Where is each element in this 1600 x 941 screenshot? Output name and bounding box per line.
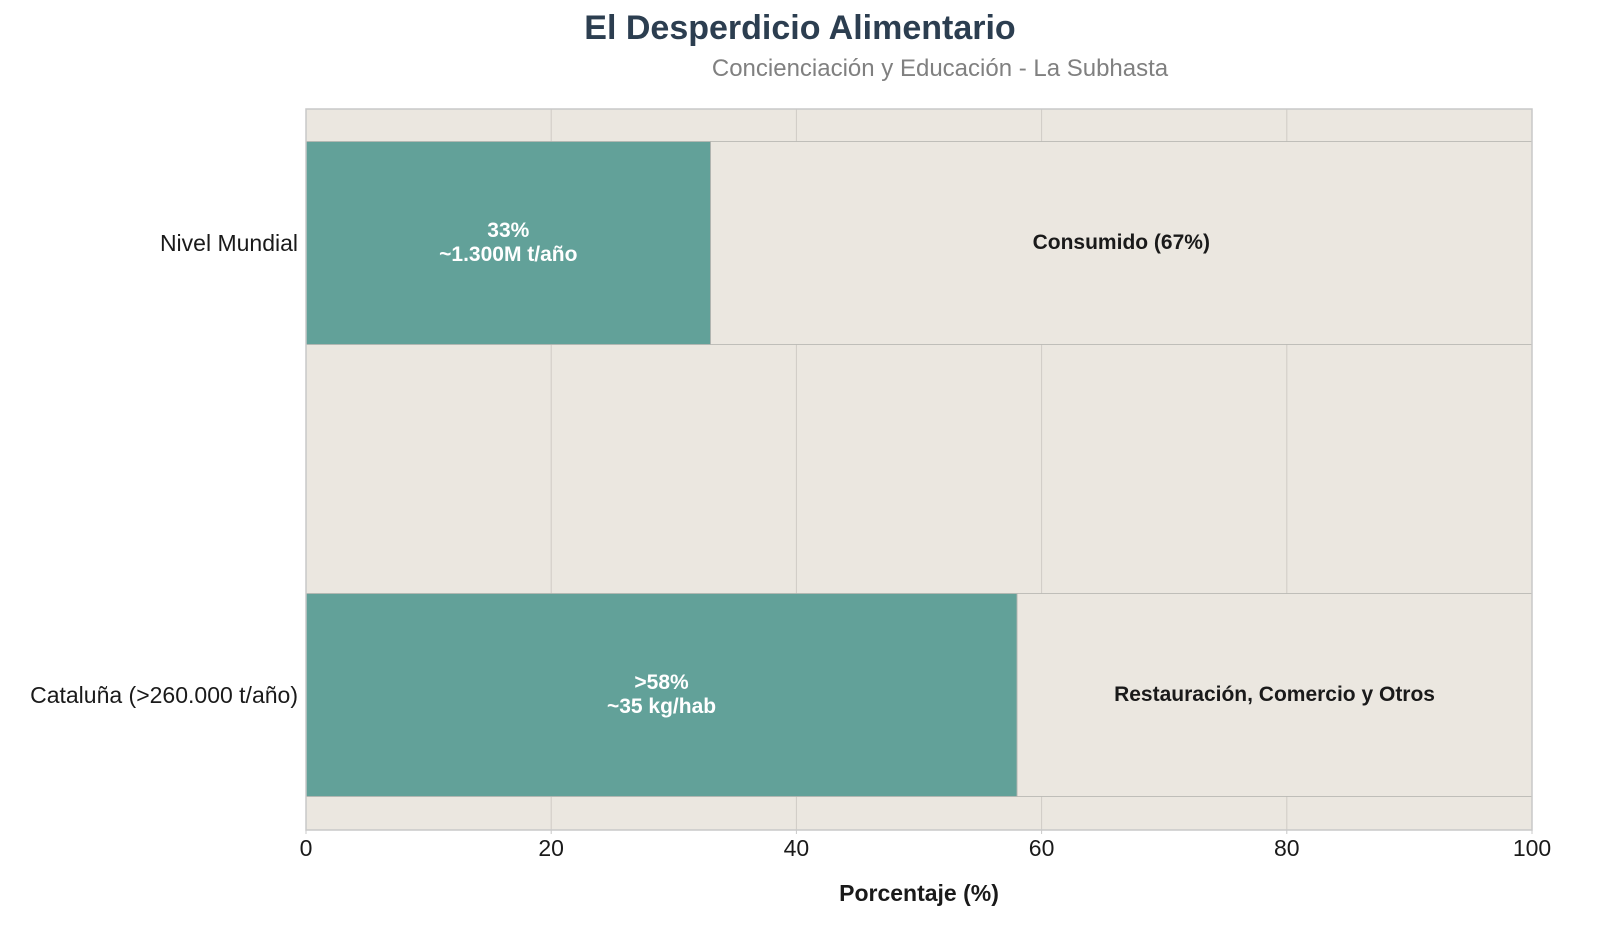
bar-label-amount: ~35 kg/hab [607, 695, 716, 718]
bar-wasted-0 [305, 141, 711, 345]
x-tick-label: 40 [784, 835, 810, 861]
bar-label-amount: ~1.300M t/año [439, 243, 577, 266]
y-tick-label: Nivel Mundial [160, 230, 298, 256]
x-tick-label: 80 [1274, 835, 1300, 861]
y-tick-label: Cataluña (>260.000 t/año) [30, 682, 298, 708]
chart-title: El Desperdicio Alimentario [584, 9, 1016, 47]
bar-label-rest: Consumido (67%) [1033, 231, 1210, 254]
x-tick-label: 20 [538, 835, 564, 861]
bar-label-value: 33% [487, 219, 529, 242]
bar-label-value: >58% [634, 671, 689, 694]
x-tick-label: 60 [1029, 835, 1055, 861]
chart-subtitle: Concienciación y Educación - La Subhasta [711, 55, 1169, 82]
bar-wasted-1 [305, 593, 1018, 797]
x-axis-label: Porcentaje (%) [839, 880, 999, 906]
x-tick-label: 100 [1513, 835, 1551, 861]
x-tick-label: 0 [300, 835, 313, 861]
bar-rest-1 [1016, 593, 1533, 797]
plot-frame [305, 108, 1533, 831]
bar-label-rest: Restauración, Comercio y Otros [1114, 683, 1435, 706]
